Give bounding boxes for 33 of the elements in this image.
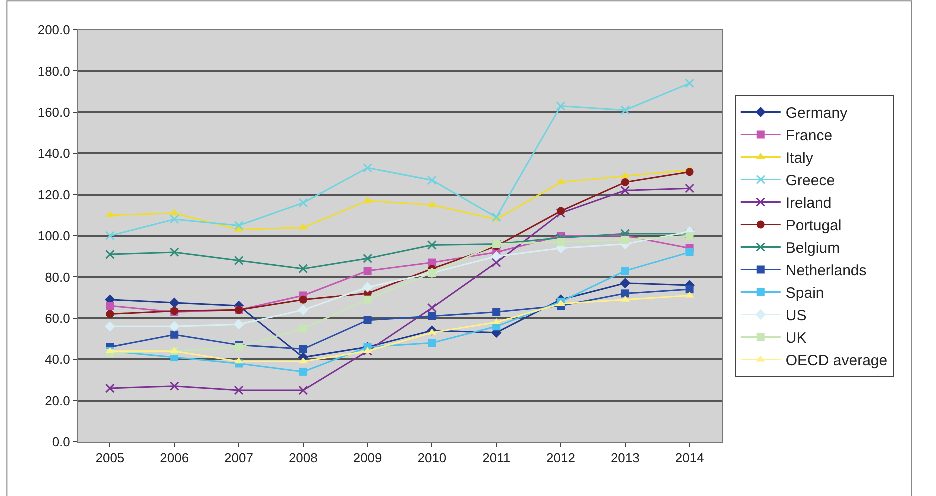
- y-tick-label: 60.0: [45, 310, 70, 326]
- y-tick-label: 20.0: [45, 393, 70, 408]
- x-tick-label: 2006: [160, 450, 190, 466]
- x-tick-label: 2007: [224, 450, 254, 466]
- x-tick-label: 2010: [418, 450, 447, 466]
- legend-label: OECD average: [786, 352, 888, 370]
- y-tick-label: 40.0: [45, 352, 70, 368]
- x-tick-label: 2009: [353, 450, 382, 466]
- y-tick-label: 200.0: [38, 22, 70, 38]
- x-tick-label: 2008: [288, 450, 318, 466]
- y-tick-label: 100.0: [38, 228, 70, 244]
- legend-label: US: [786, 308, 807, 325]
- x-tick-label: 2011: [482, 450, 511, 466]
- x-tick-label: 2005: [96, 450, 125, 466]
- legend-label: Belgium: [786, 240, 840, 258]
- legend-label: Portugal: [786, 218, 842, 235]
- legend-label: Italy: [786, 150, 814, 168]
- y-tick-label: 160.0: [38, 104, 70, 120]
- legend-label: Spain: [786, 285, 824, 302]
- legend-label: Germany: [786, 105, 848, 122]
- legend-label: Ireland: [786, 195, 832, 212]
- y-tick-label: 80.0: [45, 270, 70, 285]
- legend-label: UK: [786, 330, 807, 348]
- x-tick-label: 2014: [675, 450, 704, 466]
- x-tick-label: 2012: [546, 450, 576, 466]
- legend-label: Netherlands: [786, 262, 867, 280]
- y-tick-label: 140.0: [38, 146, 70, 162]
- x-tick-label: 2013: [610, 450, 640, 466]
- y-tick-label: 0.0: [52, 434, 70, 450]
- y-tick-label: 180.0: [38, 64, 70, 79]
- legend-label: France: [786, 128, 833, 145]
- legend-label: Greece: [786, 172, 836, 190]
- y-tick-label: 120.0: [38, 187, 70, 202]
